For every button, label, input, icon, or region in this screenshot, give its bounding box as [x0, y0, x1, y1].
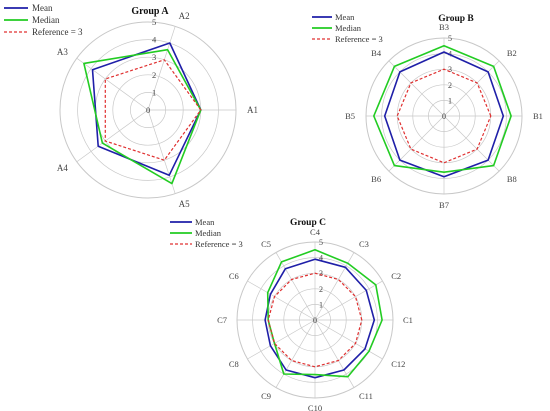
- radial-tick-label: 0: [146, 105, 150, 115]
- grid-spoke: [388, 115, 445, 172]
- grid-spoke: [443, 115, 500, 172]
- legend-group-b: Mean Median Reference = 3: [312, 12, 383, 44]
- legend-mean-label: Mean: [335, 12, 355, 22]
- legend-reference-label: Reference = 3: [195, 239, 243, 249]
- legend-median-label: Median: [32, 15, 60, 25]
- series-mean-line: [264, 258, 376, 379]
- category-label: B2: [507, 48, 517, 58]
- radial-tick-label: 3: [448, 65, 452, 74]
- category-label: B4: [371, 48, 382, 58]
- series-reference-line: [267, 272, 363, 368]
- legend-mean-label: Mean: [32, 3, 53, 13]
- radial-tick-label: 4: [152, 35, 157, 45]
- grid-spoke: [314, 319, 383, 360]
- category-label: B1: [533, 111, 543, 121]
- category-label: B3: [439, 22, 449, 32]
- grid-spoke: [275, 319, 316, 388]
- radial-tick-label: 1: [319, 300, 323, 309]
- category-label: C6: [229, 271, 239, 281]
- series-median-line: [372, 44, 512, 173]
- radial-tick-label: 5: [448, 34, 452, 43]
- category-label: C10: [308, 403, 322, 411]
- grid-spoke: [247, 280, 316, 321]
- legend-mean-label: Mean: [195, 217, 215, 227]
- grid-spoke: [314, 280, 383, 321]
- radial-tick-label: 3: [319, 269, 323, 278]
- legend-median-label: Median: [335, 23, 362, 33]
- category-label: C2: [391, 271, 401, 281]
- series-reference-line: [104, 59, 202, 161]
- series-mean-line: [91, 42, 202, 177]
- category-label: A3: [57, 47, 68, 57]
- radar-chart-group-a: 01 2 3 4 5 A1 A2 A3 A4 A5 Group A: [57, 6, 258, 209]
- category-label: A2: [179, 11, 190, 21]
- category-label: A4: [57, 163, 68, 173]
- radial-tick-label: 4: [319, 254, 323, 263]
- category-label: C12: [391, 359, 405, 369]
- grid-spoke: [275, 252, 316, 321]
- legend-reference-label: Reference = 3: [32, 27, 83, 37]
- radial-tick-label: 5: [152, 17, 156, 27]
- grid-spoke: [443, 60, 500, 117]
- radial-tick-label: 1: [152, 87, 156, 97]
- legend-reference-label: Reference = 3: [335, 34, 383, 44]
- grid-spoke: [388, 60, 445, 117]
- radial-tick-label: 1: [448, 96, 452, 105]
- series-median-line: [83, 48, 202, 185]
- chart-title: Group B: [438, 14, 474, 24]
- legend-median-label: Median: [195, 228, 222, 238]
- grid-spoke: [147, 26, 176, 111]
- radial-tick-label: 5: [319, 238, 323, 247]
- category-label: A1: [247, 105, 258, 115]
- category-label: C7: [217, 315, 227, 325]
- radial-tick-label: 3: [152, 52, 156, 62]
- category-label: C3: [359, 239, 369, 249]
- category-label: C5: [261, 239, 271, 249]
- category-label: C9: [261, 391, 271, 401]
- radial-tick-label: 0: [313, 316, 317, 325]
- category-label: C8: [229, 359, 239, 369]
- radar-chart-group-c: 01 2 3 4 5 C1 C2 C3 C4 C5 C6 C7 C8 C9 C10 C11 C12 Group C: [217, 218, 413, 411]
- radial-tick-label: 2: [152, 70, 156, 80]
- chart-title: Group A: [131, 6, 169, 17]
- legend-group-a: Mean Median Reference = 3: [4, 3, 83, 37]
- chart-title: Group C: [290, 218, 326, 228]
- category-label: A5: [179, 199, 190, 209]
- category-label: C4: [310, 227, 321, 237]
- grid-spoke: [247, 319, 316, 360]
- radial-tick-label: 2: [319, 285, 323, 294]
- grid-spoke: [76, 109, 149, 163]
- category-label: C11: [359, 391, 373, 401]
- series-mean-line: [383, 51, 505, 178]
- legend-group-c: Mean Median Reference = 3: [170, 217, 243, 249]
- category-label: C1: [403, 315, 413, 325]
- grid-spoke: [147, 109, 176, 194]
- category-label: B7: [439, 200, 449, 210]
- category-label: B8: [507, 174, 517, 184]
- category-label: B6: [371, 174, 381, 184]
- series-reference-line: [396, 68, 492, 164]
- grid-spoke: [76, 57, 149, 111]
- radial-tick-label: 0: [442, 112, 446, 121]
- radial-tick-label: 2: [448, 81, 452, 90]
- category-label: B5: [345, 111, 355, 121]
